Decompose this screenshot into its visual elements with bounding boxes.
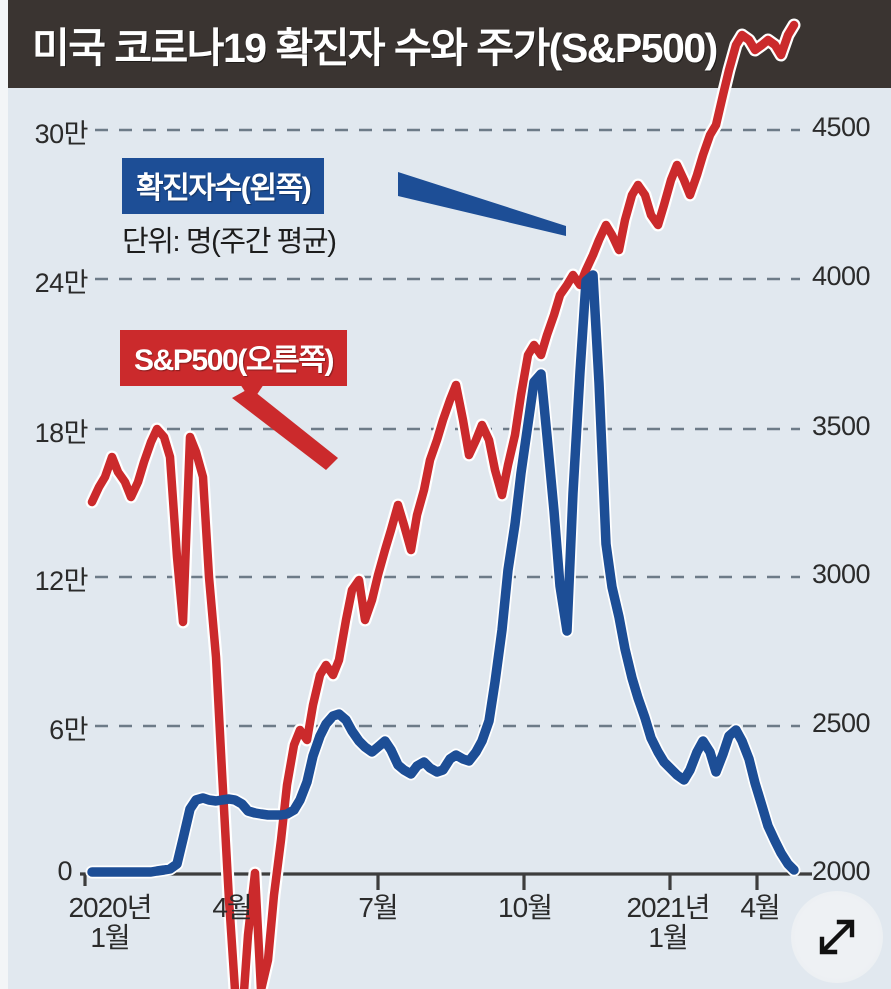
legend-cases-badge: 확진자수(왼쪽) (122, 158, 325, 214)
y-axis-right-tick-2: 3500 (812, 411, 871, 441)
x-axis-tick-2020-line1: 2020년 (68, 892, 152, 923)
y-axis-right-tick-0: 4500 (812, 112, 871, 142)
x-axis-tick-apr-2020-line1: 4월 (212, 892, 252, 923)
y-axis-left-tick-0: 30만 (34, 119, 89, 149)
chart-title-bar: 미국 코로나19 확진자 수와 주가(S&P500) (8, 0, 891, 88)
x-axis-tick-jul-2020-line1: 7월 (358, 892, 398, 923)
y-axis-left-tick-2: 18만 (34, 418, 89, 448)
legend-sp500-badge: S&P500(오른쪽) (120, 330, 348, 386)
x-axis-tick-2021-line1: 2021년 (626, 892, 710, 923)
y-axis-left-tick-5: 0 (57, 856, 72, 886)
left-edge-strip (0, 0, 8, 989)
y-axis-left-tick-3: 12만 (34, 566, 89, 596)
y-axis-right-tick-3: 3000 (812, 559, 871, 589)
page-title: 미국 코로나19 확진자 수와 주가(S&P500) (32, 25, 718, 71)
x-axis-tick-2020: 2020년 1월 (10, 892, 210, 954)
x-axis-tick-apr-2021-line1: 4월 (740, 892, 780, 923)
legend-cases-unit: 단위: 명(주간 평균) (122, 226, 337, 258)
y-axis-right-tick-5: 2000 (812, 856, 871, 886)
x-axis-tick-2021-line2: 1월 (648, 922, 688, 954)
x-axis-tick-2020-line2: 1월 (90, 922, 130, 954)
y-axis-right-tick-1: 4000 (812, 261, 871, 291)
x-axis-tick-oct-2020-line1: 10월 (498, 892, 553, 923)
x-axis-tick-apr-2021: 4월 (700, 892, 820, 923)
y-axis-left-tick-1: 24만 (34, 268, 89, 298)
y-axis-left-tick-4: 6만 (49, 715, 88, 745)
y-axis-right-tick-4: 2500 (812, 708, 871, 738)
x-axis-tick-apr-2020: 4월 (172, 892, 292, 923)
x-axis-tick-jul-2020: 7월 (318, 892, 438, 923)
x-axis-tick-2021: 2021년 1월 (573, 892, 763, 954)
x-axis-tick-oct-2020: 10월 (460, 892, 590, 923)
fullscreen-button[interactable] (791, 891, 883, 983)
expand-diagonal-arrows-icon (819, 919, 855, 955)
